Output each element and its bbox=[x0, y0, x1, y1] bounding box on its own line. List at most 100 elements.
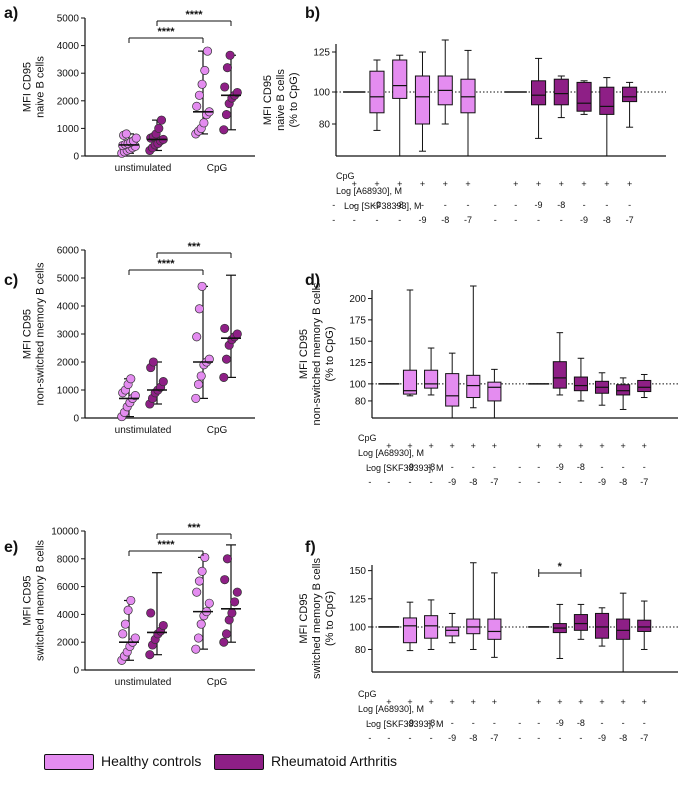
x-category-label: unstimulated bbox=[115, 425, 172, 436]
box bbox=[616, 384, 631, 396]
box bbox=[573, 376, 588, 392]
control-value: + bbox=[471, 441, 476, 451]
control-value: - bbox=[601, 462, 604, 472]
box bbox=[402, 369, 418, 395]
box bbox=[637, 379, 652, 393]
y-tick-label: 125 bbox=[349, 358, 366, 369]
y-tick-label: 6000 bbox=[57, 582, 80, 593]
y-tick-label: 2000 bbox=[57, 358, 80, 369]
data-point bbox=[158, 377, 168, 387]
box bbox=[369, 70, 385, 114]
data-point bbox=[219, 372, 229, 382]
x-category-label: unstimulated bbox=[115, 163, 172, 174]
control-value: -9 bbox=[418, 215, 426, 225]
control-row-label-a68930: Log [A68930], M bbox=[336, 186, 402, 196]
control-value: - bbox=[398, 215, 401, 225]
control-value: + bbox=[620, 441, 625, 451]
control-value: + bbox=[578, 697, 583, 707]
control-value: - bbox=[332, 200, 335, 210]
control-value: + bbox=[407, 441, 412, 451]
y-axis-title: non-switched memory B cells bbox=[311, 282, 323, 426]
control-value: -8 bbox=[396, 200, 404, 210]
control-value: - bbox=[332, 215, 335, 225]
y-tick-label: 0 bbox=[73, 152, 79, 163]
control-value: - bbox=[537, 477, 540, 487]
control-value: - bbox=[537, 733, 540, 743]
control-value: - bbox=[472, 718, 475, 728]
control-value: - bbox=[494, 200, 497, 210]
box bbox=[460, 78, 476, 114]
y-axis-title: naive B cells bbox=[275, 69, 287, 131]
control-value: -9 bbox=[556, 718, 564, 728]
control-value: - bbox=[387, 733, 390, 743]
control-value: + bbox=[642, 697, 647, 707]
data-point bbox=[145, 650, 155, 660]
y-axis-title: naive B cells bbox=[35, 56, 47, 118]
control-value: - bbox=[353, 215, 356, 225]
data-point bbox=[219, 125, 229, 135]
y-tick-label: 2000 bbox=[57, 638, 80, 649]
control-value: + bbox=[386, 441, 391, 451]
y-tick-label: 4000 bbox=[57, 41, 80, 52]
control-value: - bbox=[421, 200, 424, 210]
y-tick-label: 80 bbox=[355, 645, 367, 656]
control-value: + bbox=[578, 441, 583, 451]
y-tick-label: 200 bbox=[349, 294, 366, 305]
data-point bbox=[200, 65, 210, 75]
box bbox=[424, 615, 439, 639]
data-point bbox=[156, 115, 167, 125]
box bbox=[445, 373, 460, 407]
control-value: + bbox=[599, 697, 604, 707]
y-tick-label: 80 bbox=[319, 120, 331, 131]
sig-label: **** bbox=[185, 9, 203, 21]
control-value: - bbox=[518, 718, 521, 728]
control-value: - bbox=[467, 200, 470, 210]
y-axis-title: (% to CpG) bbox=[324, 591, 336, 646]
control-value: - bbox=[472, 462, 475, 472]
data-point bbox=[192, 101, 202, 111]
y-axis-title: MFI CD95 bbox=[22, 309, 34, 359]
control-value: + bbox=[397, 179, 402, 189]
control-value: - bbox=[601, 718, 604, 728]
box bbox=[576, 81, 592, 112]
data-point bbox=[232, 587, 242, 597]
data-point bbox=[120, 619, 130, 629]
control-value: - bbox=[375, 215, 378, 225]
data-point bbox=[191, 644, 201, 654]
y-tick-label: 1000 bbox=[57, 124, 80, 135]
box bbox=[392, 59, 408, 99]
y-axis-title: non-switched memory B cells bbox=[35, 262, 47, 406]
control-value: -9 bbox=[535, 200, 543, 210]
control-value: + bbox=[420, 179, 425, 189]
y-axis-title: MFI CD95 bbox=[22, 575, 34, 625]
data-point bbox=[220, 82, 230, 92]
legend: Healthy controls Rheumatoid Arthritis bbox=[44, 750, 564, 776]
data-point bbox=[222, 554, 232, 564]
data-point bbox=[121, 129, 131, 139]
y-tick-label: 10000 bbox=[51, 527, 79, 538]
control-value: - bbox=[368, 477, 371, 487]
data-point bbox=[123, 605, 133, 615]
y-axis-title: MFI CD95 bbox=[22, 62, 34, 112]
sig-label: *** bbox=[188, 522, 202, 534]
data-point bbox=[126, 374, 136, 384]
control-row-label-skf38393: Log [SKF38393], M bbox=[366, 719, 444, 729]
y-tick-label: 8000 bbox=[57, 554, 80, 565]
control-value: -8 bbox=[577, 462, 585, 472]
control-value: - bbox=[514, 200, 517, 210]
y-tick-label: 5000 bbox=[57, 14, 80, 25]
y-tick-label: 4000 bbox=[57, 610, 80, 621]
y-tick-label: 100 bbox=[349, 622, 366, 633]
y-tick-label: 3000 bbox=[57, 330, 80, 341]
box bbox=[414, 75, 431, 125]
control-value: + bbox=[492, 697, 497, 707]
control-value: + bbox=[557, 697, 562, 707]
y-axis-title: (% to CpG) bbox=[288, 72, 300, 127]
data-point bbox=[204, 598, 214, 608]
y-tick-label: 5000 bbox=[57, 274, 80, 285]
panel-label: d) bbox=[305, 272, 320, 289]
control-value: - bbox=[408, 477, 411, 487]
control-value: - bbox=[622, 462, 625, 472]
data-point bbox=[193, 379, 204, 389]
control-value: - bbox=[493, 462, 496, 472]
